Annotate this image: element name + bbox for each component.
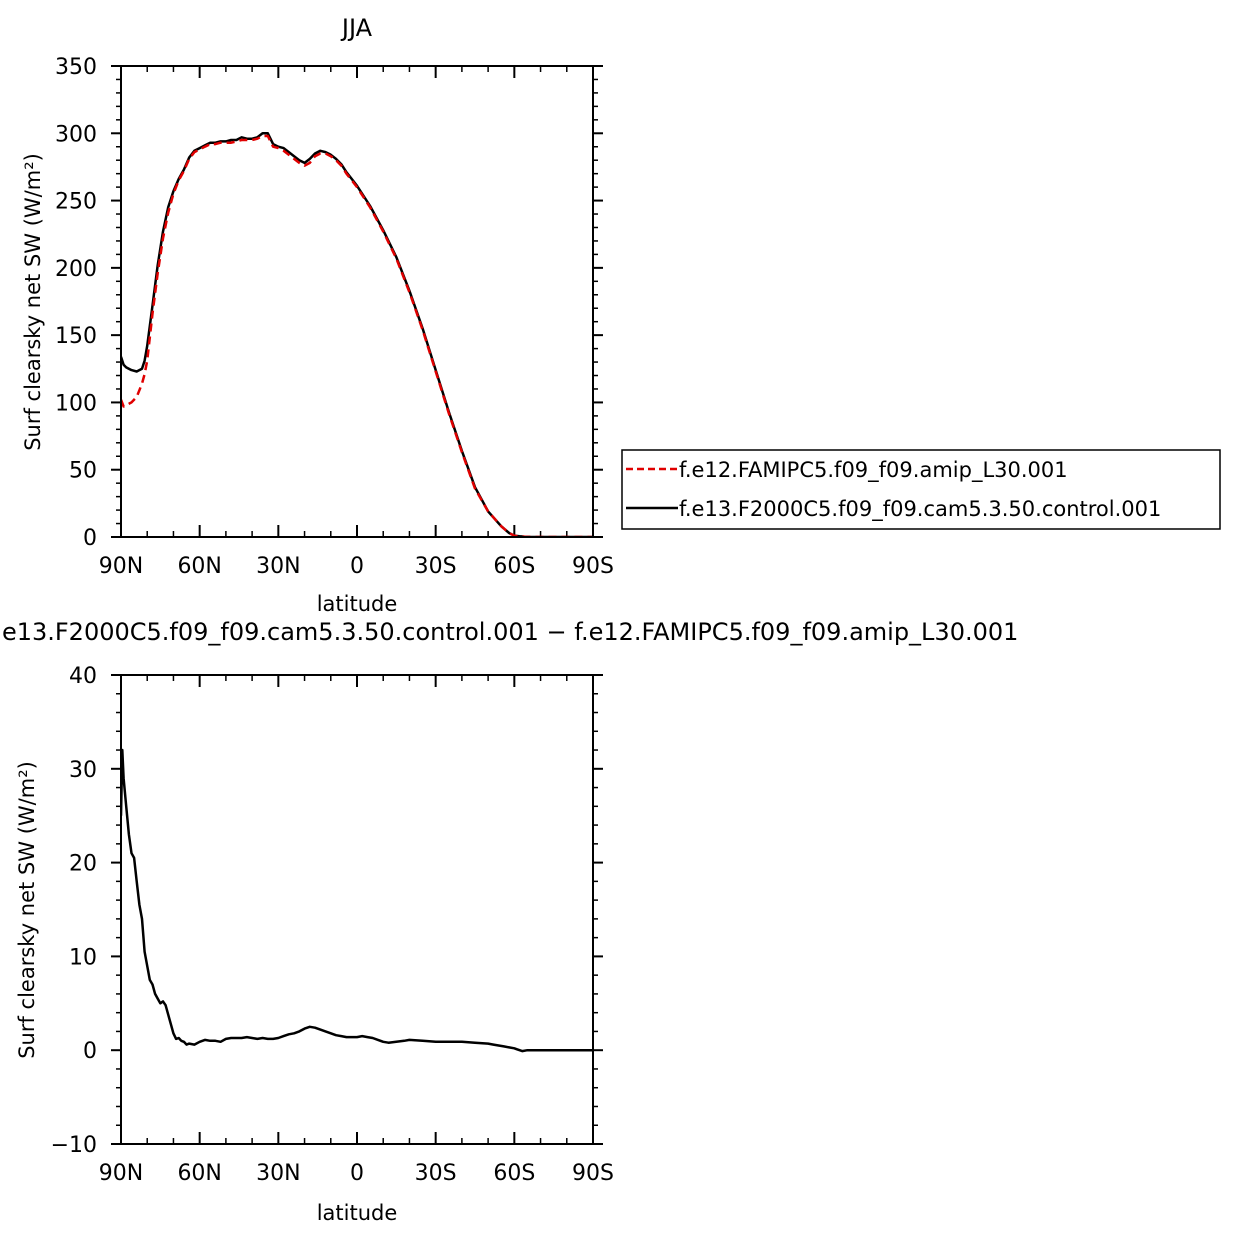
legend-label-series-b: f.e13.F2000C5.f09_f09.cam5.3.50.control.…: [679, 497, 1161, 522]
top-tick-labels: 90N 60N 30N 0 30S 60S 90S 0 50 100 150 200 250 300 350: [55, 55, 614, 579]
bottom-ytick-label: 30: [69, 758, 97, 783]
top-x-axis-label: latitude: [317, 592, 398, 616]
bottom-xtick-label: 60S: [493, 1161, 535, 1186]
bottom-ytick-label: −10: [51, 1133, 97, 1158]
top-ytick-label: 300: [55, 122, 97, 147]
top-xtick-label: 90N: [99, 554, 143, 579]
top-xtick-label: 90S: [572, 554, 614, 579]
top-axis-ticks: [111, 65, 603, 538]
top-xtick-label: 0: [350, 554, 364, 579]
bottom-x-axis-label: latitude: [317, 1201, 398, 1225]
bottom-ytick-label: 0: [83, 1039, 97, 1064]
top-ytick-label: 50: [69, 459, 97, 484]
bottom-panel: f.e13.F2000C5.f09_f09.cam5.3.50.control.…: [0, 618, 1018, 1225]
top-ytick-label: 350: [55, 55, 97, 80]
bottom-ytick-label: 20: [69, 852, 97, 877]
bottom-plot-frame: [120, 674, 594, 1145]
bottom-xtick-label: 90N: [99, 1161, 143, 1186]
bottom-xtick-label: 60N: [177, 1161, 221, 1186]
top-ytick-label: 200: [55, 257, 97, 282]
top-xtick-label: 60N: [177, 554, 221, 579]
top-y-axis-label: Surf clearsky net SW (W/m²): [21, 153, 45, 451]
top-ytick-label: 150: [55, 324, 97, 349]
bottom-xtick-label: 0: [350, 1161, 364, 1186]
top-xtick-label: 60S: [493, 554, 535, 579]
top-chart-title: JJA: [340, 14, 373, 42]
legend: f.e12.FAMIPC5.f09_f09.amip_L30.001 f.e13…: [621, 449, 1221, 530]
bottom-series-line-1: [121, 748, 593, 1053]
bottom-y-axis-label: Surf clearsky net SW (W/m²): [15, 761, 39, 1059]
top-series-line-1: [121, 134, 593, 538]
top-ytick-label: 100: [55, 391, 97, 416]
bottom-series-group: [121, 748, 593, 1053]
top-panel: JJA 90N 60N 30N 0 30S 60S 90S 0 50 100 150 200 250 30…: [21, 14, 614, 616]
bottom-ytick-label: 40: [69, 664, 97, 689]
bottom-ytick-label: 10: [69, 945, 97, 970]
top-xtick-label: 30S: [415, 554, 457, 579]
bottom-xtick-label: 30N: [256, 1161, 300, 1186]
legend-box: [621, 449, 1221, 530]
bottom-axis-ticks: [111, 674, 603, 1145]
top-series-line-2: [121, 132, 593, 538]
top-series-group: [121, 132, 593, 538]
top-xtick-label: 30N: [256, 554, 300, 579]
bottom-tick-labels: 90N 60N 30N 0 30S 60S 90S −10 0 10 20 30 40: [51, 664, 614, 1186]
bottom-xtick-label: 90S: [572, 1161, 614, 1186]
top-ytick-label: 0: [83, 526, 97, 551]
legend-label-series-a: f.e12.FAMIPC5.f09_f09.amip_L30.001: [679, 458, 1068, 483]
top-plot-frame: [120, 65, 594, 538]
top-ytick-label: 250: [55, 190, 97, 215]
bottom-chart-title: f.e13.F2000C5.f09_f09.cam5.3.50.control.…: [0, 618, 1018, 646]
bottom-xtick-label: 30S: [415, 1161, 457, 1186]
